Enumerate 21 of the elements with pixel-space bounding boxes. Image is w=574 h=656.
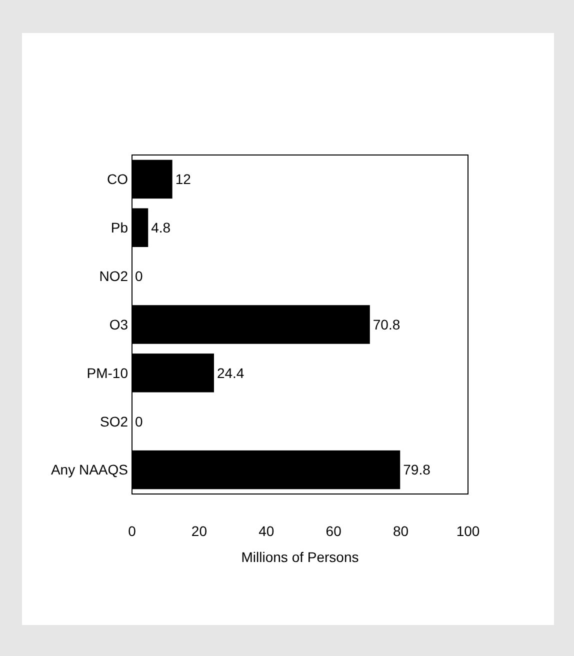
x-tick-label: 80 bbox=[393, 523, 409, 539]
x-tick-label: 60 bbox=[326, 523, 342, 539]
y-tick-label: CO bbox=[107, 171, 128, 188]
x-axis-title: Millions of Persons bbox=[241, 549, 359, 565]
x-tick-label: 100 bbox=[456, 523, 480, 539]
data-label: 0 bbox=[135, 268, 143, 284]
data-label: 24.4 bbox=[216, 364, 244, 381]
y-tick-label: Any NAAQS bbox=[50, 462, 128, 478]
y-tick-label: SO2 bbox=[100, 413, 128, 430]
y-tick-label: O3 bbox=[109, 316, 128, 332]
x-tick-label: 0 bbox=[128, 523, 136, 539]
data-label: 4.8 bbox=[151, 220, 171, 236]
x-tick-label: 40 bbox=[258, 523, 274, 539]
data-label: 79.8 bbox=[403, 462, 431, 478]
x-tick-label: 20 bbox=[191, 523, 208, 539]
data-label: 0 bbox=[135, 413, 143, 430]
y-tick-label: PM-10 bbox=[86, 364, 128, 381]
y-tick-label: Pb bbox=[110, 220, 128, 236]
data-label: 12 bbox=[175, 171, 192, 188]
data-label: 70.8 bbox=[372, 316, 400, 332]
y-tick-label: NO2 bbox=[99, 268, 128, 284]
